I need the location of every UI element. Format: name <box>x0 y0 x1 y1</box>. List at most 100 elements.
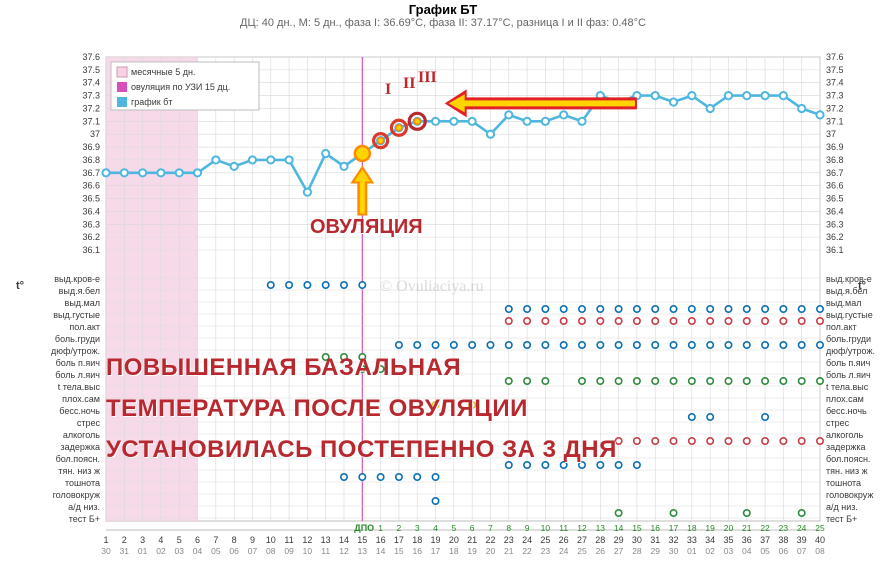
svg-text:выд.кров-е: выд.кров-е <box>54 274 100 284</box>
svg-text:13: 13 <box>596 523 606 533</box>
svg-text:1: 1 <box>378 523 383 533</box>
svg-text:03: 03 <box>724 546 734 556</box>
svg-text:22: 22 <box>760 523 770 533</box>
svg-text:6: 6 <box>195 535 200 545</box>
svg-text:02: 02 <box>156 546 166 556</box>
svg-text:4: 4 <box>158 535 163 545</box>
svg-text:8: 8 <box>232 535 237 545</box>
svg-text:37.4: 37.4 <box>826 78 844 88</box>
svg-text:ДПО: ДПО <box>354 523 374 533</box>
svg-text:19: 19 <box>431 535 441 545</box>
svg-text:26: 26 <box>596 546 606 556</box>
svg-text:36.3: 36.3 <box>82 219 100 229</box>
svg-text:09: 09 <box>284 546 294 556</box>
svg-text:06: 06 <box>229 546 239 556</box>
svg-text:а/д низ.: а/д низ. <box>826 502 858 512</box>
svg-text:28: 28 <box>595 535 605 545</box>
svg-text:стрес: стрес <box>826 418 850 428</box>
svg-text:27: 27 <box>614 546 624 556</box>
svg-text:08: 08 <box>815 546 825 556</box>
svg-text:дюф/утрож.: дюф/утрож. <box>826 346 875 356</box>
svg-text:бол.поясн.: бол.поясн. <box>826 454 870 464</box>
svg-text:тест Б+: тест Б+ <box>69 514 100 524</box>
svg-text:30: 30 <box>632 535 642 545</box>
svg-text:30: 30 <box>669 546 679 556</box>
svg-text:5: 5 <box>177 535 182 545</box>
svg-text:12: 12 <box>339 546 349 556</box>
bt-chart: График БТ ДЦ: 40 дн., М: 5 дн., фаза I: … <box>0 0 886 565</box>
svg-text:28: 28 <box>632 546 642 556</box>
chart-subtitle: ДЦ: 40 дн., М: 5 дн., фаза I: 36.69°C, ф… <box>0 17 886 31</box>
svg-text:26: 26 <box>559 535 569 545</box>
svg-text:37.1: 37.1 <box>826 116 844 126</box>
svg-text:37: 37 <box>826 129 836 139</box>
svg-text:15: 15 <box>632 523 642 533</box>
svg-text:03: 03 <box>174 546 184 556</box>
svg-text:график бт: график бт <box>131 97 172 107</box>
svg-text:08: 08 <box>266 546 276 556</box>
svg-text:36.9: 36.9 <box>826 142 844 152</box>
svg-text:17: 17 <box>431 546 441 556</box>
svg-text:37: 37 <box>760 535 770 545</box>
svg-text:бол.поясн.: бол.поясн. <box>56 454 100 464</box>
svg-text:выд.мал: выд.мал <box>826 298 861 308</box>
svg-text:6: 6 <box>470 523 475 533</box>
svg-text:11: 11 <box>321 546 330 556</box>
svg-text:13: 13 <box>321 535 331 545</box>
svg-text:7: 7 <box>488 523 493 533</box>
svg-text:боль п.яич: боль п.яич <box>826 358 871 368</box>
svg-text:выд.густые: выд.густые <box>53 310 100 320</box>
svg-text:2: 2 <box>397 523 402 533</box>
svg-text:36.6: 36.6 <box>82 181 100 191</box>
svg-text:17: 17 <box>394 535 404 545</box>
svg-text:пол.акт: пол.акт <box>69 322 100 332</box>
svg-text:36.7: 36.7 <box>826 168 844 178</box>
svg-text:23: 23 <box>541 546 551 556</box>
svg-text:тян. низ ж: тян. низ ж <box>58 466 100 476</box>
svg-text:15: 15 <box>357 535 367 545</box>
svg-text:18: 18 <box>412 535 422 545</box>
svg-text:16: 16 <box>412 546 422 556</box>
svg-text:10: 10 <box>541 523 551 533</box>
svg-text:22: 22 <box>522 546 532 556</box>
svg-text:37.3: 37.3 <box>826 91 844 101</box>
svg-text:01: 01 <box>138 546 148 556</box>
svg-text:36.4: 36.4 <box>826 206 844 216</box>
svg-text:37.5: 37.5 <box>82 65 100 75</box>
svg-text:21: 21 <box>742 523 752 533</box>
svg-text:3: 3 <box>415 523 420 533</box>
svg-text:бесс.ночь: бесс.ночь <box>59 406 100 416</box>
svg-text:18: 18 <box>449 546 459 556</box>
svg-text:3: 3 <box>140 535 145 545</box>
svg-text:10: 10 <box>303 546 313 556</box>
svg-text:36.8: 36.8 <box>82 155 100 165</box>
svg-text:задержка: задержка <box>60 442 100 452</box>
roman-1: I <box>385 81 391 99</box>
svg-text:25: 25 <box>540 535 550 545</box>
svg-text:стрес: стрес <box>77 418 101 428</box>
svg-text:31: 31 <box>650 535 660 545</box>
svg-text:пол.акт: пол.акт <box>826 322 857 332</box>
svg-text:05: 05 <box>211 546 221 556</box>
svg-text:29: 29 <box>614 535 624 545</box>
svg-text:боль п.яич: боль п.яич <box>56 358 101 368</box>
svg-text:14: 14 <box>376 546 386 556</box>
svg-text:плох.сам: плох.сам <box>62 394 100 404</box>
svg-text:t°: t° <box>16 280 24 292</box>
roman-3: III <box>418 69 437 87</box>
svg-text:плох.сам: плох.сам <box>826 394 864 404</box>
svg-text:задержка: задержка <box>826 442 866 452</box>
svg-text:выд.густые: выд.густые <box>826 310 873 320</box>
roman-2: II <box>403 75 415 93</box>
svg-text:24: 24 <box>522 535 532 545</box>
svg-text:20: 20 <box>449 535 459 545</box>
svg-text:36.2: 36.2 <box>826 232 844 242</box>
svg-text:головокруж: головокруж <box>53 490 100 500</box>
svg-text:23: 23 <box>779 523 789 533</box>
svg-text:04: 04 <box>193 546 203 556</box>
svg-text:10: 10 <box>266 535 276 545</box>
svg-text:01: 01 <box>687 546 697 556</box>
svg-text:выд.мал: выд.мал <box>65 298 100 308</box>
svg-text:39: 39 <box>797 535 807 545</box>
svg-text:бесс.ночь: бесс.ночь <box>826 406 867 416</box>
